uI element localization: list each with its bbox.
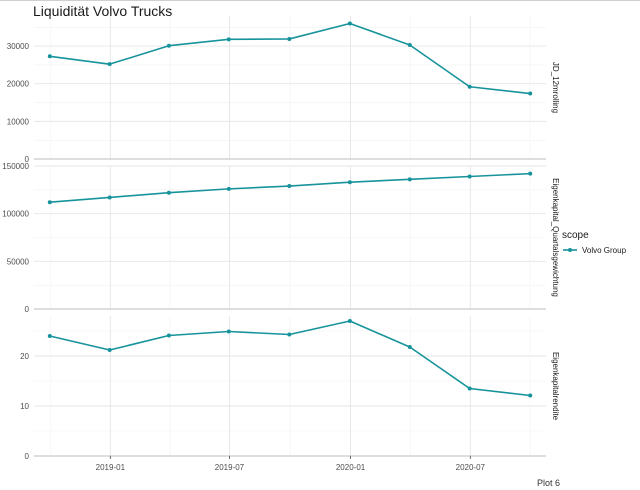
legend-title: scope (562, 230, 589, 241)
x-tick-label: 2019-07 (215, 463, 245, 472)
y-tick-label: 0 (25, 305, 30, 314)
y-tick-label: 10 (20, 402, 29, 411)
y-tick-label: 50000 (7, 257, 30, 266)
y-tick-label: 20 (20, 352, 29, 361)
data-point (467, 386, 472, 391)
data-point (407, 177, 412, 182)
facet-strip-label: JD_12mrolling (551, 62, 560, 113)
data-point (467, 174, 472, 179)
data-point (467, 84, 472, 89)
y-tick-label: 100000 (2, 210, 29, 219)
data-point (347, 21, 352, 26)
x-tick-label: 2020-07 (456, 463, 486, 472)
y-tick-label: 0 (25, 155, 30, 164)
data-point (287, 184, 292, 189)
data-point (107, 62, 112, 67)
facet-strip-label: Eigenkapital_Quartalsgewichtung (551, 178, 560, 297)
top-border (0, 0, 640, 1)
y-tick-label: 30000 (7, 42, 30, 51)
data-point (166, 43, 171, 48)
data-point (107, 348, 112, 352)
data-point (166, 333, 171, 338)
data-point (347, 319, 352, 323)
data-point (107, 195, 112, 200)
data-point (287, 332, 292, 337)
data-point (528, 393, 533, 398)
legend-entry: Volvo Group (582, 246, 627, 255)
data-point (347, 180, 352, 185)
facet-strip-label: Eigenkapitalrendite (551, 352, 560, 421)
data-point (47, 200, 52, 205)
x-tick-label: 2019-01 (96, 463, 126, 472)
y-tick-label: 150000 (2, 162, 29, 171)
x-tick-label: 2020-01 (336, 463, 366, 472)
y-tick-label: 20000 (7, 80, 30, 89)
chart-title: Liquidität Volvo Trucks (33, 3, 173, 19)
data-point (47, 334, 52, 338)
y-tick-label: 0 (25, 452, 30, 461)
data-point (226, 186, 231, 191)
data-point (528, 91, 533, 96)
data-point (287, 36, 292, 41)
data-point (226, 329, 231, 334)
plot-caption: Plot 6 (536, 478, 560, 488)
data-point (528, 171, 533, 176)
data-point (226, 37, 231, 42)
data-point (47, 54, 52, 59)
data-point (166, 190, 171, 195)
data-point (407, 42, 412, 47)
y-tick-label: 10000 (7, 117, 30, 126)
data-point (407, 345, 412, 349)
legend-key-point (568, 248, 572, 252)
